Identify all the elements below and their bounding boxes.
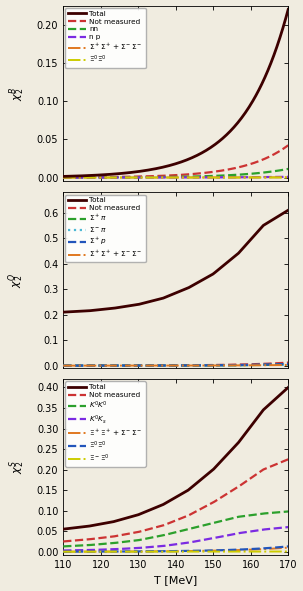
Legend: Total, Not measured, $K^0 K^0$, $K^0 K_s$, $\Xi^+\Xi^+ + \Sigma^-\Sigma^-$, $\Xi: Total, Not measured, $K^0 K^0$, $K^0 K_s… [65, 381, 145, 467]
Legend: Total, Not measured, nn, n p, $\Sigma^+\Sigma^+ + \Sigma^-\Sigma^-$, $\Xi^0\Xi^0: Total, Not measured, nn, n p, $\Sigma^+\… [65, 8, 145, 69]
Y-axis label: $\chi_2^B$: $\chi_2^B$ [8, 86, 27, 100]
Y-axis label: $\chi_2^Q$: $\chi_2^Q$ [7, 272, 27, 288]
Legend: Total, Not measured, $\Sigma^+\pi$, $\Sigma^-\pi$, $\Sigma^+p$, $\Sigma^+\Sigma^: Total, Not measured, $\Sigma^+\pi$, $\Si… [65, 194, 145, 262]
X-axis label: T [MeV]: T [MeV] [154, 576, 197, 586]
Y-axis label: $\chi_2^S$: $\chi_2^S$ [8, 460, 27, 474]
